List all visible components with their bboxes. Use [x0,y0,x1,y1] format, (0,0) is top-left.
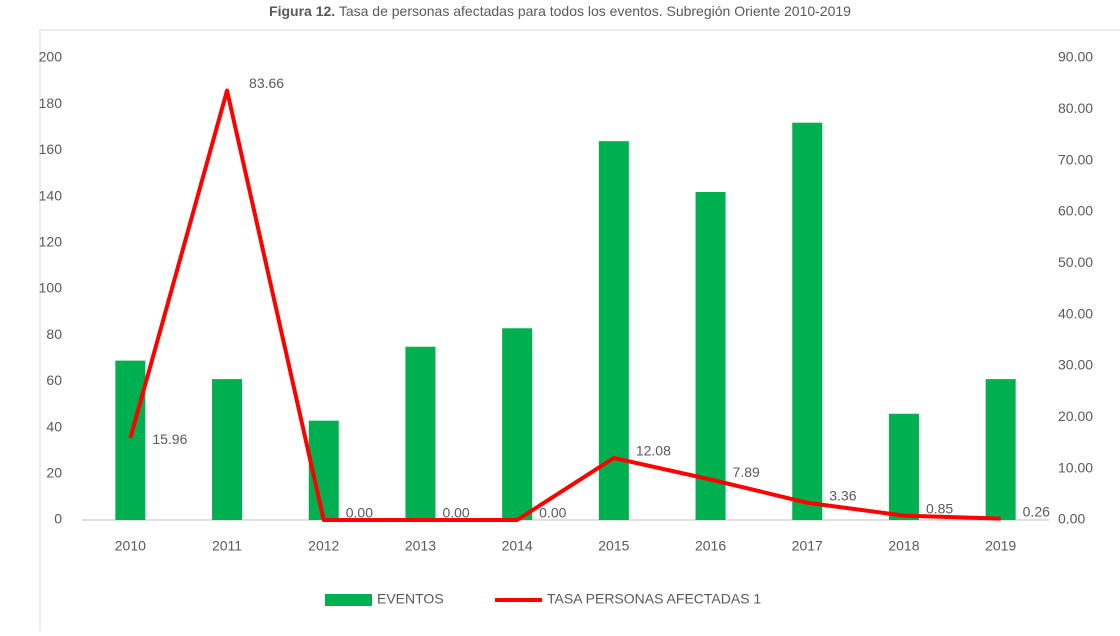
y2-tick-label: 50.00 [1058,254,1093,270]
x-tick-label: 2016 [695,538,726,554]
y-tick-label: 60 [46,372,62,388]
data-label: 0.85 [926,500,953,516]
y2-tick-label: 40.00 [1058,305,1093,321]
y2-tick-label: 20.00 [1058,408,1093,424]
data-label: 0.00 [539,505,566,521]
x-tick-label: 2011 [212,538,242,554]
y-tick-label: 120 [39,234,63,250]
y-tick-label: 80 [46,326,62,342]
x-tick-label: 2013 [405,538,436,554]
y2-tick-label: 30.00 [1058,357,1093,373]
line-series [128,88,1001,522]
bar [888,413,919,520]
x-tick-label: 2014 [502,538,533,554]
x-tick-label: 2010 [115,538,146,554]
bar [115,360,146,520]
y-tick-label: 140 [39,187,63,203]
y2-tick-label: 70.00 [1058,151,1093,167]
legend-label: TASA PERSONAS AFECTADAS 1 [547,591,761,607]
data-label: 0.00 [346,505,373,521]
y-tick-label: 160 [39,141,63,157]
y2-tick-label: 60.00 [1058,203,1093,219]
data-label: 12.08 [636,443,671,459]
data-label: 0.00 [442,505,469,521]
y2-tick-label: 80.00 [1058,100,1093,116]
y-tick-label: 40 [46,418,62,434]
x-tick-label: 2012 [308,538,339,554]
x-tick-label: 2017 [792,538,823,554]
x-tick-label: 2018 [888,538,919,554]
data-label: 3.36 [829,487,856,503]
bar [792,122,823,521]
bar [502,328,533,520]
title-text: Tasa de personas afectadas para todos lo… [339,3,851,19]
data-label: 0.26 [1023,503,1050,519]
legend-swatch [325,594,372,606]
y-tick-label: 180 [39,95,63,111]
y-tick-label: 100 [39,280,63,296]
chart-title: Figura 12. Tasa de personas afectadas pa… [269,3,851,19]
y2-tick-label: 90.00 [1058,49,1093,65]
y-tick-label: 20 [46,465,62,481]
data-label: 7.89 [733,464,760,480]
title-label: Figura 12. [269,3,335,19]
x-tick-label: 2019 [985,538,1016,554]
data-label: 15.96 [152,431,187,447]
bar [695,191,726,521]
bar [985,379,1016,520]
data-label: 83.66 [249,75,284,91]
x-tick-label: 2015 [598,538,629,554]
bar [212,379,243,520]
y2-tick-label: 0.00 [1058,511,1085,527]
y-tick-label: 200 [39,49,63,65]
y2-tick-label: 10.00 [1058,459,1093,475]
legend-label: EVENTOS [377,591,444,607]
y-tick-label: 0 [54,511,62,527]
chart-frame [39,29,1120,636]
bar [405,346,436,520]
